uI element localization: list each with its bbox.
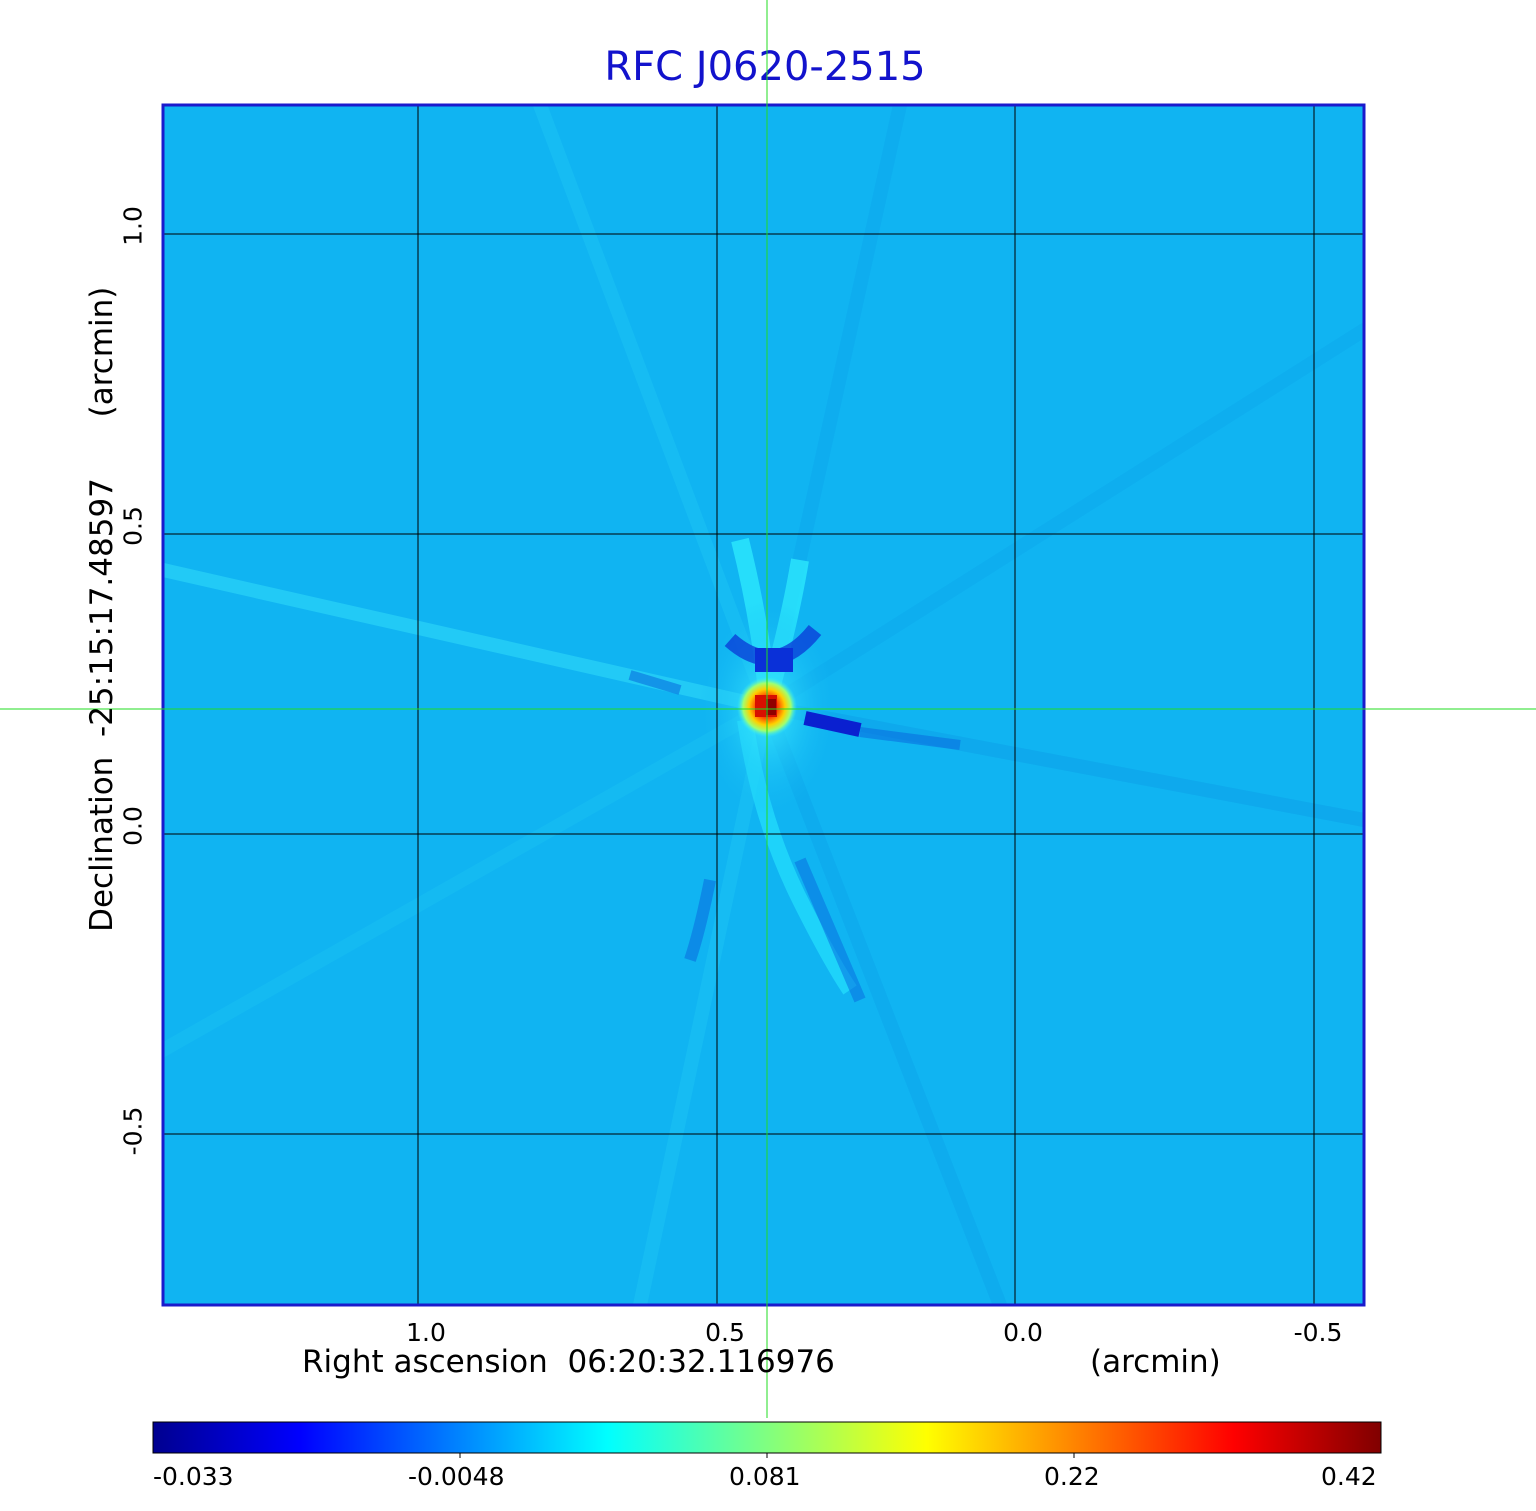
crosshair (0, 0, 1536, 1418)
image-title: RFC J0620-2515 (604, 44, 926, 90)
x-tick-label: 1.0 (406, 1318, 446, 1347)
y-tick-label: 0.5 (118, 506, 148, 546)
colorbar-tick-label: -0.0048 (408, 1462, 505, 1491)
colorbar (152, 1421, 1382, 1454)
colorbar-tick-label: 0.42 (1321, 1462, 1377, 1491)
x-tick-label: 0.0 (1003, 1318, 1043, 1347)
y-axis-label: Declination -25:15:17.48597 (84, 478, 120, 932)
colorbar-tick-label: 0.22 (1044, 1462, 1100, 1491)
x-tick-label: 0.5 (705, 1318, 745, 1347)
colorbar-tick-label: 0.081 (729, 1462, 801, 1491)
coordinate-grid (163, 105, 1364, 1305)
x-axis-unit: (arcmin) (1090, 1344, 1221, 1380)
image-structure (163, 105, 1364, 1305)
y-axis-unit: (arcmin) (84, 286, 120, 418)
colorbar-ticks (459, 1453, 1075, 1458)
y-tick-label: -0.5 (118, 1106, 148, 1156)
x-tick-label: -0.5 (1293, 1318, 1343, 1347)
y-tick-label: 1.0 (118, 206, 148, 246)
x-axis-label: Right ascension 06:20:32.116976 (302, 1344, 835, 1380)
plot-frame (161, 103, 1366, 1307)
y-tick-label: 0.0 (118, 806, 148, 846)
colorbar-tick-label: -0.033 (153, 1462, 234, 1491)
